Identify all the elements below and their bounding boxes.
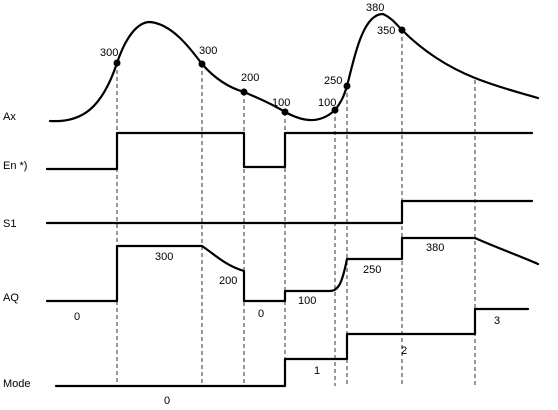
ax-value-label: 300: [100, 47, 118, 59]
mode-value-label: 2: [401, 345, 407, 357]
mode-row-label: Mode: [3, 378, 31, 390]
ax-marker: [343, 82, 351, 90]
aq-value-label: 250: [363, 264, 381, 276]
ax-curve: [48, 12, 540, 123]
ax-marker: [281, 108, 289, 116]
ax-value-label: 350: [377, 25, 395, 37]
mode-value-label: 0: [164, 395, 170, 407]
s1-row-label: S1: [3, 218, 16, 230]
ax-marker: [198, 60, 206, 68]
aq-value-label: 0: [258, 308, 264, 320]
ax-marker: [240, 88, 248, 96]
ax-marker: [113, 59, 121, 67]
mode-value-label: 1: [314, 365, 320, 377]
aq-row-label: AQ: [3, 292, 19, 304]
ax-row-label: Ax: [3, 111, 16, 123]
ax-value-label: 250: [324, 75, 342, 87]
ax-value-label: 100: [272, 97, 290, 109]
ax-marker: [331, 106, 339, 114]
en-row-label: En *): [3, 160, 27, 172]
aq-value-label: 0: [74, 311, 80, 323]
s1-signal: [45, 199, 534, 225]
aq-value-label: 200: [219, 275, 237, 287]
ax-marker: [398, 26, 406, 34]
mode-signal: [54, 307, 530, 388]
aq-signal: [45, 236, 540, 303]
aq-value-label: 380: [426, 242, 444, 254]
ax-value-label: 200: [241, 72, 259, 84]
aq-value-label: 300: [155, 251, 173, 263]
ax-value-label: 380: [366, 2, 384, 14]
ax-value-label: 100: [318, 97, 336, 109]
en-signal: [45, 131, 534, 171]
ax-markers: [113, 26, 406, 116]
ax-value-label: 300: [199, 45, 217, 57]
mode-value-label: 3: [494, 315, 500, 327]
guide-lines: [116, 30, 476, 386]
aq-value-label: 100: [298, 295, 316, 307]
